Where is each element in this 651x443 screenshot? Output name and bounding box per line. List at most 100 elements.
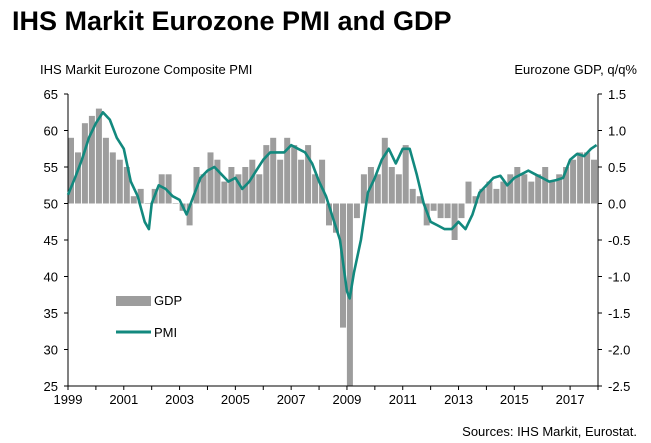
left-tick-label: 55 [44, 160, 58, 175]
gdp-bar [437, 203, 444, 219]
gdp-bar [221, 181, 228, 204]
gdp-bar [584, 152, 591, 204]
gdp-bar [116, 159, 123, 204]
left-tick-label: 60 [44, 124, 58, 139]
gdp-bar [298, 159, 305, 204]
gdp-bar [235, 174, 242, 204]
x-tick-label: 1999 [54, 392, 83, 407]
gdp-bar [500, 181, 507, 204]
gdp-bar [130, 196, 137, 204]
gdp-bar [165, 174, 172, 204]
gdp-bar [591, 159, 597, 204]
gdp-bar [556, 174, 563, 204]
pmi-line-group [66, 111, 598, 300]
gdp-bar [144, 203, 151, 204]
right-tick-label: -2.0 [608, 343, 630, 358]
gdp-bar [75, 152, 81, 204]
gdp-bar [444, 203, 451, 219]
axes [64, 93, 602, 390]
x-tick-label: 2015 [500, 392, 529, 407]
gdp-bar [277, 159, 284, 204]
gdp-bar [493, 188, 500, 204]
gdp-bar [228, 167, 235, 204]
gdp-bar [472, 196, 479, 204]
gdp-bar [319, 159, 326, 204]
gdp-bar [535, 174, 542, 204]
gdp-bar [521, 174, 528, 204]
gdp-bar [465, 181, 472, 204]
gdp-bar [326, 203, 332, 226]
x-tick-label: 2005 [221, 392, 250, 407]
gdp-bar [395, 174, 402, 204]
gdp-bar [200, 174, 207, 204]
x-tick-label: 2003 [165, 392, 194, 407]
left-tick-label: 50 [44, 197, 58, 212]
gdp-bar [388, 167, 395, 204]
left-axis-label: IHS Markit Eurozone Composite PMI [40, 62, 253, 77]
right-tick-label: -2.5 [608, 379, 630, 394]
tick-labels: 25 30 35 40 45 50 55 60 65 -2.5 -2.0 -1.5 -1.0 -0.5 0.… [44, 87, 631, 407]
legend-gdp-swatch [116, 296, 151, 306]
gdp-bar [305, 145, 312, 204]
gdp-bar [123, 167, 130, 204]
gdp-bar [284, 137, 291, 204]
gdp-bar [353, 203, 360, 219]
gdp-bar [68, 137, 74, 204]
legend-gdp-label: GDP [154, 293, 182, 308]
gdp-bar [158, 174, 165, 204]
right-axis-label: Eurozone GDP, q/q% [514, 62, 637, 77]
x-tick-label: 2007 [277, 392, 306, 407]
source-note: Sources: IHS Markit, Eurostat. [462, 424, 637, 439]
legend-pmi-label: PMI [154, 325, 177, 340]
gdp-bar [81, 123, 88, 204]
gdp-bar [186, 203, 193, 226]
gdp-bar [88, 115, 95, 204]
left-tick-label: 25 [44, 379, 58, 394]
left-tick-label: 45 [44, 233, 58, 248]
gdp-bar [430, 203, 437, 211]
gdp-bar [549, 181, 556, 204]
right-tick-label: 1.0 [608, 124, 626, 139]
chart-title: IHS Markit Eurozone PMI and GDP [12, 6, 452, 36]
gdp-bar [458, 203, 465, 219]
gdp-bar [214, 159, 221, 204]
gdp-bar [137, 188, 144, 204]
left-tick-label: 65 [44, 87, 58, 102]
x-tick-label: 2017 [556, 392, 585, 407]
gdp-bar [507, 174, 514, 204]
gdp-bar [249, 159, 256, 204]
gdp-bar [514, 167, 521, 204]
gdp-bar [542, 167, 549, 204]
gdp-bar [312, 174, 319, 204]
left-tick-label: 35 [44, 306, 58, 321]
gdp-bar [333, 203, 339, 233]
gdp-bar [256, 174, 263, 204]
left-tick-label: 30 [44, 343, 58, 358]
gdp-bar [486, 181, 493, 204]
x-tick-label: 2001 [109, 392, 138, 407]
right-tick-label: -1.0 [608, 270, 630, 285]
gdp-bar [577, 152, 584, 204]
gdp-bar [360, 174, 367, 204]
right-tick-label: 1.5 [608, 87, 626, 102]
gdp-bar [291, 145, 298, 204]
gdp-bar [570, 159, 577, 204]
gdp-bar [270, 137, 277, 204]
legend: GDP PMI [116, 293, 182, 340]
gdp-bar [479, 188, 486, 204]
gdp-bar [95, 108, 102, 204]
gdp-bar [402, 145, 409, 204]
gdp-bar [416, 196, 423, 204]
right-tick-label: -0.5 [608, 233, 630, 248]
x-tick-label: 2013 [444, 392, 473, 407]
gdp-bar [381, 137, 388, 204]
x-tick-label: 2009 [332, 392, 361, 407]
gdp-bar [109, 152, 116, 204]
gdp-bar [102, 137, 109, 204]
pmi-line [66, 111, 598, 300]
gdp-bar [263, 145, 270, 204]
x-tick-label: 2011 [389, 392, 417, 407]
gdp-bar [563, 167, 570, 204]
gdp-bar [528, 181, 535, 204]
